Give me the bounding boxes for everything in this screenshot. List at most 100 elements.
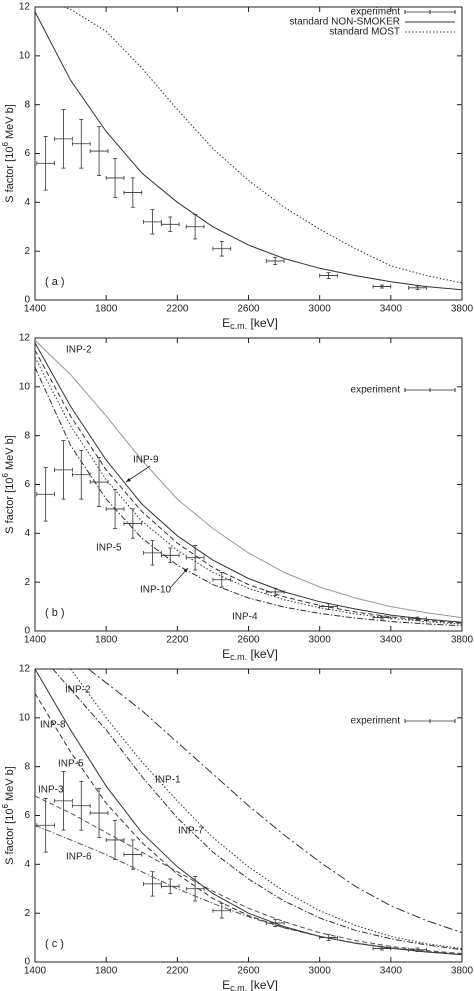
curve-label: INP-1 <box>155 775 181 786</box>
curve <box>35 357 462 625</box>
x-tick-label: 3800 <box>451 966 474 977</box>
x-tick-label: 3400 <box>380 304 403 315</box>
curve-label: INP-3 <box>38 785 64 796</box>
data-point <box>89 788 109 838</box>
y-tick-label: 4 <box>24 197 30 208</box>
y-tick-label: 8 <box>24 761 30 772</box>
curve-label: INP-8 <box>40 720 66 731</box>
x-tick-label: 2600 <box>237 304 260 315</box>
x-tick-label: 3000 <box>309 304 332 315</box>
y-label-rest: MeV b] <box>4 104 16 142</box>
data-point <box>372 284 392 289</box>
data-point <box>185 214 205 240</box>
arrow-head <box>126 477 131 482</box>
x-label-rest: [keV] <box>247 647 278 661</box>
y-axis-label: S factor [106 MeV b] <box>1 435 16 534</box>
y-label-rest: MeV b] <box>4 435 16 473</box>
legend-label: experiment <box>351 716 401 727</box>
x-tick-label: 2600 <box>237 635 260 646</box>
curve-label: INP-6 <box>66 852 92 863</box>
data-point <box>123 839 143 870</box>
curve <box>35 693 462 955</box>
x-tick-label: 3800 <box>451 635 474 646</box>
legend-label: standard NON-SMOKER <box>289 17 400 28</box>
label-arrow <box>125 465 151 483</box>
curve-label: INP-2 <box>65 685 91 696</box>
y-axis-label: S factor [106 MeV b] <box>1 104 16 203</box>
data-point <box>105 157 125 198</box>
y-label-main: S factor [10 <box>4 147 16 203</box>
y-tick-label: 4 <box>24 859 30 870</box>
y-tick-label: 2 <box>24 246 30 257</box>
curve <box>35 367 462 627</box>
data-point <box>143 209 162 235</box>
y-tick-label: 12 <box>19 333 31 344</box>
data-point <box>143 540 162 566</box>
y-tick-label: 6 <box>24 810 30 821</box>
x-tick-label: 2600 <box>237 966 260 977</box>
x-axis-label: Ec.m. [keV] <box>222 316 278 331</box>
legend-label: experiment <box>351 385 401 396</box>
x-tick-label: 1800 <box>95 966 118 977</box>
panel: 1400 1800 2200 2600 3000 3400 3800 0 2 4 6 8 10 12 Ec.… <box>1 664 473 991</box>
curve-label: INP-10 <box>140 585 172 596</box>
curve <box>35 11 462 291</box>
x-label-sub: c.m. <box>230 983 247 991</box>
x-label-rest: [keV] <box>247 316 278 330</box>
data-point <box>36 136 55 191</box>
x-label-main: E <box>222 647 230 661</box>
x-tick-label: 1400 <box>24 304 47 315</box>
x-label-main: E <box>222 316 230 330</box>
data-point <box>105 819 125 860</box>
plot-data <box>35 669 462 956</box>
x-tick-label: 1400 <box>24 966 47 977</box>
data-point <box>319 272 338 279</box>
y-tick-label: 8 <box>24 99 30 110</box>
panel: 1400 1800 2200 2600 3000 3400 3800 0 2 4 6 8 10 12 Ec.… <box>1 333 473 663</box>
x-tick-label: 1400 <box>24 635 47 646</box>
curve <box>35 340 462 619</box>
x-tick-label: 2200 <box>166 966 189 977</box>
curve-label: INP-5 <box>96 543 122 554</box>
plot-data <box>35 340 462 627</box>
data-point <box>123 177 143 208</box>
y-label-sup: 6 <box>1 804 10 809</box>
x-tick-label: 1800 <box>95 304 118 315</box>
y-tick-label: 6 <box>24 148 30 159</box>
panel-label: ( c ) <box>45 938 64 950</box>
y-tick-label: 8 <box>24 430 30 441</box>
y-tick-label: 0 <box>24 626 30 637</box>
curve <box>35 349 462 624</box>
x-tick-label: 2200 <box>166 635 189 646</box>
panel: 1400 1800 2200 2600 3000 3400 3800 0 2 4 6 8 10 12 Ec.… <box>1 2 473 332</box>
data-point <box>143 871 162 897</box>
y-label-sup: 6 <box>1 473 10 478</box>
data-point <box>160 878 180 895</box>
x-axis-label: Ec.m. [keV] <box>222 978 278 991</box>
data-point <box>212 572 232 588</box>
data-point <box>71 780 91 831</box>
panel-label: ( a ) <box>45 276 65 288</box>
data-point <box>71 118 91 169</box>
x-tick-label: 3400 <box>380 966 403 977</box>
data-point <box>54 771 73 831</box>
y-label-rest: MeV b] <box>4 766 16 804</box>
y-tick-label: 12 <box>19 2 31 13</box>
data-point <box>71 449 91 500</box>
x-label-sub: c.m. <box>230 652 247 662</box>
x-label-rest: [keV] <box>247 978 278 991</box>
data-point <box>36 798 55 853</box>
data-point <box>89 126 109 176</box>
data-point <box>89 457 109 507</box>
data-point <box>160 216 180 233</box>
data-point <box>212 240 232 257</box>
data-point <box>54 440 73 500</box>
y-tick-label: 2 <box>24 577 30 588</box>
y-axis-label: S factor [106 MeV b] <box>1 766 16 865</box>
data-point <box>212 903 232 919</box>
curve <box>35 795 462 954</box>
curve <box>70 669 462 950</box>
curve <box>88 669 462 934</box>
curve-label: INP-5 <box>58 759 84 770</box>
